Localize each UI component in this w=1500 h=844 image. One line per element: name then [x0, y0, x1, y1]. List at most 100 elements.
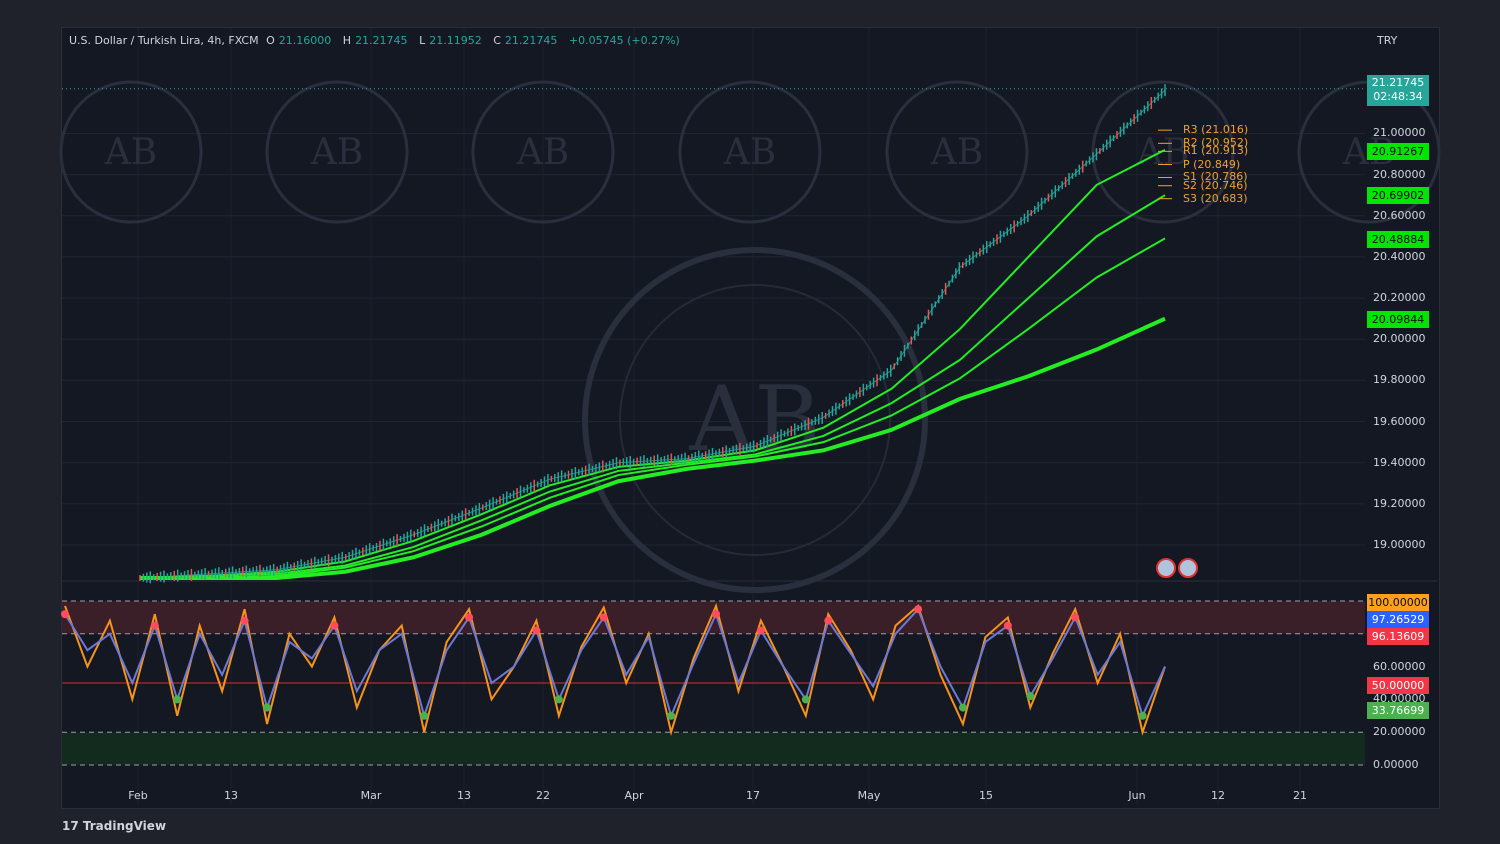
overbought-dot: [824, 616, 833, 625]
shield-ab-logo-icon: [885, 80, 1029, 224]
pivot-label: S1 (20.786): [1183, 170, 1248, 184]
oversold-dot: [958, 703, 967, 712]
time-axis-tick: 22: [536, 789, 550, 802]
price-axis-tick: 19.80000: [1373, 373, 1426, 387]
price-axis-tick: 20.00000: [1373, 332, 1426, 346]
time-axis-tick: May: [857, 789, 881, 802]
tradingview-logo-icon: 𝟭𝟳: [62, 819, 79, 833]
open-value: 21.16000: [278, 34, 332, 47]
ema-price-tag: 20.48884: [1367, 230, 1429, 248]
close-value: 21.21745: [504, 34, 558, 47]
watermark-text: AB: [104, 132, 157, 173]
overbought-dot: [1071, 613, 1080, 622]
price-axis-tick: 20.60000: [1373, 208, 1426, 222]
time-axis-tick: Jun: [1128, 789, 1146, 802]
pivot-label: R1 (20.913): [1183, 144, 1249, 158]
brand-label: TradingView: [82, 819, 167, 833]
overbought-dot: [240, 616, 249, 625]
shield-ab-logo-icon: [619, 284, 891, 556]
open-label: O: [266, 34, 275, 47]
pivot-label: S3 (20.683): [1183, 191, 1248, 205]
watermark-text: AB: [516, 132, 569, 173]
oversold-dot: [263, 703, 272, 712]
overbought-dot: [712, 610, 721, 619]
price-axis-tick: 20.20000: [1373, 291, 1426, 305]
ema-series-line: [140, 237, 1166, 579]
chart-frame[interactable]: [61, 27, 1440, 809]
oscillator-value-tag: 100.00000: [1367, 594, 1429, 611]
shield-ab-logo-icon: [678, 80, 822, 224]
oversold-dot: [420, 711, 429, 720]
overbought-dot: [465, 613, 474, 622]
time-axis-tick: Apr: [624, 789, 644, 802]
oscillator-value-tag: 33.76699: [1367, 702, 1429, 719]
us-flag-event-icon[interactable]: [1178, 558, 1198, 578]
pivot-label: R3 (21.016): [1183, 123, 1249, 137]
price-axis-tick: 19.60000: [1373, 414, 1426, 428]
pivot-label: S2 (20.746): [1183, 178, 1248, 192]
bar-countdown: 02:48:34: [1373, 90, 1423, 103]
last-price-value: 21.21745: [1371, 76, 1425, 89]
shield-ab-logo-icon: [1091, 80, 1235, 224]
overbought-dot: [599, 613, 608, 622]
ema-series-line: [139, 149, 1166, 579]
shield-ab-logo-icon: [582, 247, 928, 593]
change-value: +0.05745 (+0.27%): [568, 34, 680, 47]
overbought-dot: [150, 621, 159, 630]
oversold-dot: [1026, 692, 1035, 701]
overbought-dot: [1003, 621, 1012, 630]
symbol-header: U.S. Dollar / Turkish Lira, 4h, FXCM O 21…: [69, 34, 684, 47]
high-label: H: [342, 34, 352, 47]
oscillator-value-tag: 50.00000: [1367, 677, 1429, 694]
ema-series-line: [140, 316, 1166, 580]
ema-price-tag: 20.69902: [1367, 187, 1429, 205]
oversold-dot: [667, 711, 676, 720]
us-flag-event-icon[interactable]: [1156, 558, 1176, 578]
time-axis-tick: Feb: [128, 789, 148, 802]
oversold-dot: [173, 695, 182, 704]
oversold-dot: [801, 695, 810, 704]
overbought-dot: [61, 610, 69, 619]
shield-ab-logo-icon: [59, 80, 203, 224]
time-axis-tick: Mar: [360, 789, 382, 802]
oscillator-axis-tick: 20.00000: [1373, 725, 1426, 739]
ema-price-tag: 20.09844: [1367, 310, 1429, 328]
low-label: L: [419, 34, 426, 47]
oversold-dot: [1138, 711, 1147, 720]
oversold-dot: [554, 695, 563, 704]
high-value: 21.21745: [355, 34, 408, 47]
time-axis-tick: 12: [1211, 789, 1225, 802]
time-axis-tick: 13: [457, 789, 471, 802]
overbought-dot: [330, 621, 339, 630]
pivot-label: P (20.849): [1183, 157, 1241, 171]
oscillator-series-line: [64, 607, 1166, 720]
price-axis-tick: 20.80000: [1373, 167, 1426, 181]
overbought-dot: [532, 626, 541, 635]
watermark-text: AB: [723, 132, 776, 173]
oscillator-value-tag: 97.26529: [1367, 611, 1429, 628]
ema-price-tag: 20.91267: [1367, 143, 1429, 161]
close-label: C: [493, 34, 501, 47]
time-axis-tick: 21: [1293, 789, 1307, 802]
oscillator-axis-tick: 60.00000: [1373, 659, 1426, 673]
pivot-label: R2 (20.952): [1183, 136, 1249, 150]
watermark-text: AB: [1136, 132, 1189, 173]
low-value: 21.11952: [429, 34, 482, 47]
oscillator-value-tag: 96.13609: [1367, 628, 1429, 645]
symbol-title[interactable]: U.S. Dollar / Turkish Lira, 4h, FXCM: [69, 34, 259, 47]
price-axis-tick: 19.20000: [1373, 496, 1426, 510]
price-axis-tick: 21.00000: [1373, 126, 1426, 140]
tradingview-logo[interactable]: 𝟭𝟳 TradingView: [62, 819, 166, 833]
price-axis-tick: 19.40000: [1373, 455, 1426, 469]
oversold-zone: [62, 732, 1365, 765]
time-axis-tick: 15: [979, 789, 993, 802]
overbought-dot: [914, 605, 923, 614]
time-axis-tick: 13: [224, 789, 238, 802]
watermark-text: AB: [930, 132, 983, 173]
currency-label[interactable]: TRY: [1377, 34, 1398, 47]
overbought-dot: [756, 626, 765, 635]
last-price-tag: 21.21745 02:48:34: [1367, 75, 1429, 106]
ema-series-line: [139, 194, 1166, 579]
price-axis-tick: 19.00000: [1373, 538, 1426, 552]
